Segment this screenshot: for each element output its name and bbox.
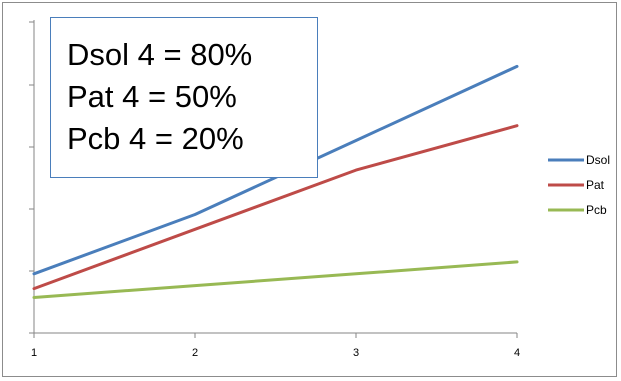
legend-label-dsol: Dsol xyxy=(586,153,610,167)
annotation-line-dsol: Dsol 4 = 80% xyxy=(67,37,253,72)
series-line-pcb xyxy=(32,260,519,299)
chart-axes: 1 2 3 4 xyxy=(29,20,520,359)
x-tick-label: 1 xyxy=(31,347,37,359)
legend-label-pat: Pat xyxy=(586,178,605,192)
legend: Dsol Pat Pcb xyxy=(548,153,610,217)
x-tick-label: 2 xyxy=(192,347,198,359)
annotation-line-pat: Pat 4 = 50% xyxy=(67,79,237,114)
x-tick-label: 3 xyxy=(353,347,359,359)
series-line-pat xyxy=(32,124,519,291)
annotation-line-pcb: Pcb 4 = 20% xyxy=(67,121,244,156)
x-tick-label: 4 xyxy=(514,347,520,359)
legend-label-pcb: Pcb xyxy=(586,203,607,217)
annotation-box: Dsol 4 = 80% Pat 4 = 50% Pcb 4 = 20% xyxy=(50,17,318,178)
